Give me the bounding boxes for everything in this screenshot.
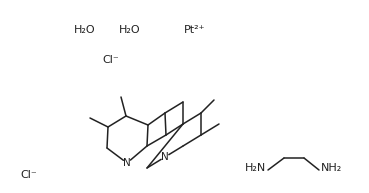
Text: N: N — [123, 158, 131, 168]
Text: NH₂: NH₂ — [320, 163, 342, 173]
Text: H₂N: H₂N — [244, 163, 266, 173]
Text: H₂O: H₂O — [119, 25, 141, 35]
Text: H₂O: H₂O — [74, 25, 96, 35]
Text: Pt²⁺: Pt²⁺ — [184, 25, 206, 35]
Text: N: N — [161, 152, 169, 162]
Text: Cl⁻: Cl⁻ — [20, 170, 37, 180]
Text: Cl⁻: Cl⁻ — [102, 55, 119, 65]
